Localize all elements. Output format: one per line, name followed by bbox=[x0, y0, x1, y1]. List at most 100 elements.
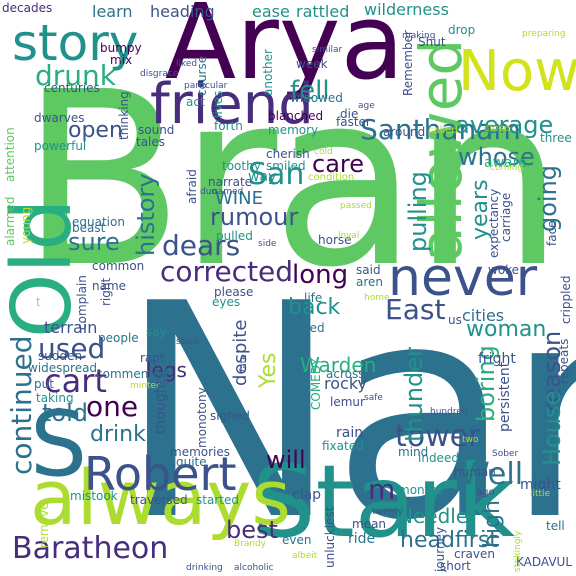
word-thunder: thunder bbox=[400, 347, 428, 442]
word-die: die bbox=[340, 107, 359, 121]
word-pulled: pulled bbox=[216, 229, 253, 243]
word-santhanam: Santhanam bbox=[360, 113, 521, 146]
word-beast: beast bbox=[72, 221, 106, 235]
word-said: said bbox=[356, 263, 381, 277]
word-short: short bbox=[440, 559, 471, 573]
word-loyal: loyal bbox=[338, 231, 360, 241]
word-one: one bbox=[86, 390, 139, 423]
word-attention: attention bbox=[3, 127, 17, 182]
word-house: House bbox=[538, 390, 566, 466]
word-sure: sure bbox=[68, 228, 120, 256]
word-rattled: rattled bbox=[296, 2, 350, 21]
word-life: life bbox=[304, 291, 323, 305]
word-complain: complain bbox=[75, 275, 89, 330]
word-brandy: Brandy bbox=[234, 539, 267, 549]
word-wilderness: wilderness bbox=[364, 0, 449, 19]
word-us: us bbox=[448, 313, 462, 327]
word-liked: liked bbox=[176, 59, 198, 69]
word-commented: commented bbox=[96, 367, 169, 381]
word-alcoholic: alcoholic bbox=[234, 563, 274, 573]
word-best: best bbox=[226, 516, 278, 544]
word-horse: horse bbox=[318, 233, 352, 247]
word-legs: legs bbox=[146, 358, 187, 382]
word-traversed: traversed bbox=[130, 493, 188, 507]
word-afraid: afraid bbox=[185, 169, 199, 204]
word-whose: whose bbox=[458, 143, 535, 171]
word-twenty: twenty bbox=[372, 507, 403, 517]
word-will: will bbox=[266, 446, 306, 474]
word-eyes: eyes bbox=[212, 295, 241, 309]
word-mistook: mistook bbox=[70, 489, 118, 503]
word-sighed: sighed bbox=[210, 409, 250, 423]
word-rumour: rumour bbox=[210, 203, 299, 231]
word-powerful: powerful bbox=[34, 139, 87, 153]
word-say: say bbox=[146, 325, 167, 339]
word-passed: passed bbox=[340, 201, 372, 211]
word-even: even bbox=[282, 533, 312, 547]
word-yes: Yes bbox=[256, 352, 281, 388]
word-bran: Bran bbox=[20, 40, 564, 320]
word-despite: despite bbox=[230, 319, 251, 386]
word-history: history bbox=[132, 173, 160, 256]
word-repeats: repeats bbox=[557, 338, 571, 384]
word-t: t bbox=[36, 295, 41, 309]
word-craven: craven bbox=[454, 547, 495, 561]
word-kadavul: KADAVUL bbox=[516, 555, 573, 569]
word-minter: minter bbox=[130, 381, 160, 391]
word-might: might bbox=[520, 477, 561, 493]
word-now: Now bbox=[458, 39, 576, 104]
word-told: told bbox=[42, 399, 88, 427]
word-east: East bbox=[385, 293, 446, 326]
word-ago: ago bbox=[476, 487, 495, 498]
word-san: San bbox=[248, 157, 305, 192]
word-carriage: carriage bbox=[499, 192, 513, 242]
word-lemur: lemur bbox=[330, 395, 365, 409]
word-mean: mean bbox=[352, 517, 387, 531]
word-similar: similar bbox=[312, 45, 343, 55]
word-called: called bbox=[428, 125, 458, 136]
word-baratheon: Baratheon bbox=[12, 531, 169, 566]
word-mind: mind bbox=[398, 445, 429, 459]
word-cart: cart bbox=[44, 362, 107, 400]
word-well: Well bbox=[460, 457, 524, 492]
word-terrain: terrain bbox=[44, 318, 98, 337]
word-used: used bbox=[38, 332, 106, 365]
word-woman: woman bbox=[466, 317, 547, 342]
word-clap: clap bbox=[292, 487, 322, 503]
word-crippled: crippled bbox=[559, 275, 573, 324]
word-rapt: rapt bbox=[140, 351, 165, 365]
word-dwarves: dwarves bbox=[34, 111, 85, 125]
word-act: act bbox=[186, 95, 205, 109]
word-across: across bbox=[326, 367, 365, 381]
word-keep: keep bbox=[282, 405, 311, 419]
word-common: common bbox=[92, 259, 145, 273]
word-m: m bbox=[368, 473, 396, 506]
word-another: another bbox=[261, 49, 275, 96]
word-making: making bbox=[402, 31, 436, 41]
word-home: home bbox=[364, 293, 390, 303]
word-narrate: narrate bbox=[208, 175, 253, 189]
word-smiled: smiled bbox=[266, 159, 306, 173]
word-dears: dears bbox=[162, 229, 241, 262]
word-open: open bbox=[68, 118, 123, 143]
word-remove: remove bbox=[37, 502, 51, 548]
word-ride: ride bbox=[348, 531, 376, 547]
word-week: week bbox=[296, 57, 328, 71]
word-widespread: widespread bbox=[28, 361, 98, 375]
word-around: around bbox=[383, 125, 426, 139]
word-equation: equation bbox=[72, 215, 125, 229]
word-stark: Stark bbox=[252, 443, 515, 560]
word-wine: WINE bbox=[215, 188, 263, 209]
word-months: months bbox=[398, 483, 444, 497]
word-cherish: cherish bbox=[266, 147, 310, 161]
word-sibling: sibling bbox=[318, 247, 358, 261]
word-ease: ease bbox=[252, 2, 290, 21]
word-sound: sound bbox=[138, 123, 175, 137]
word-s: S bbox=[30, 392, 88, 497]
word-blanched: blanched bbox=[268, 109, 324, 123]
word-little: little bbox=[530, 489, 551, 499]
word-alarmed: alarmed bbox=[3, 196, 17, 246]
word-arya: Arya bbox=[165, 0, 405, 103]
word-quite: quite bbox=[176, 455, 207, 469]
